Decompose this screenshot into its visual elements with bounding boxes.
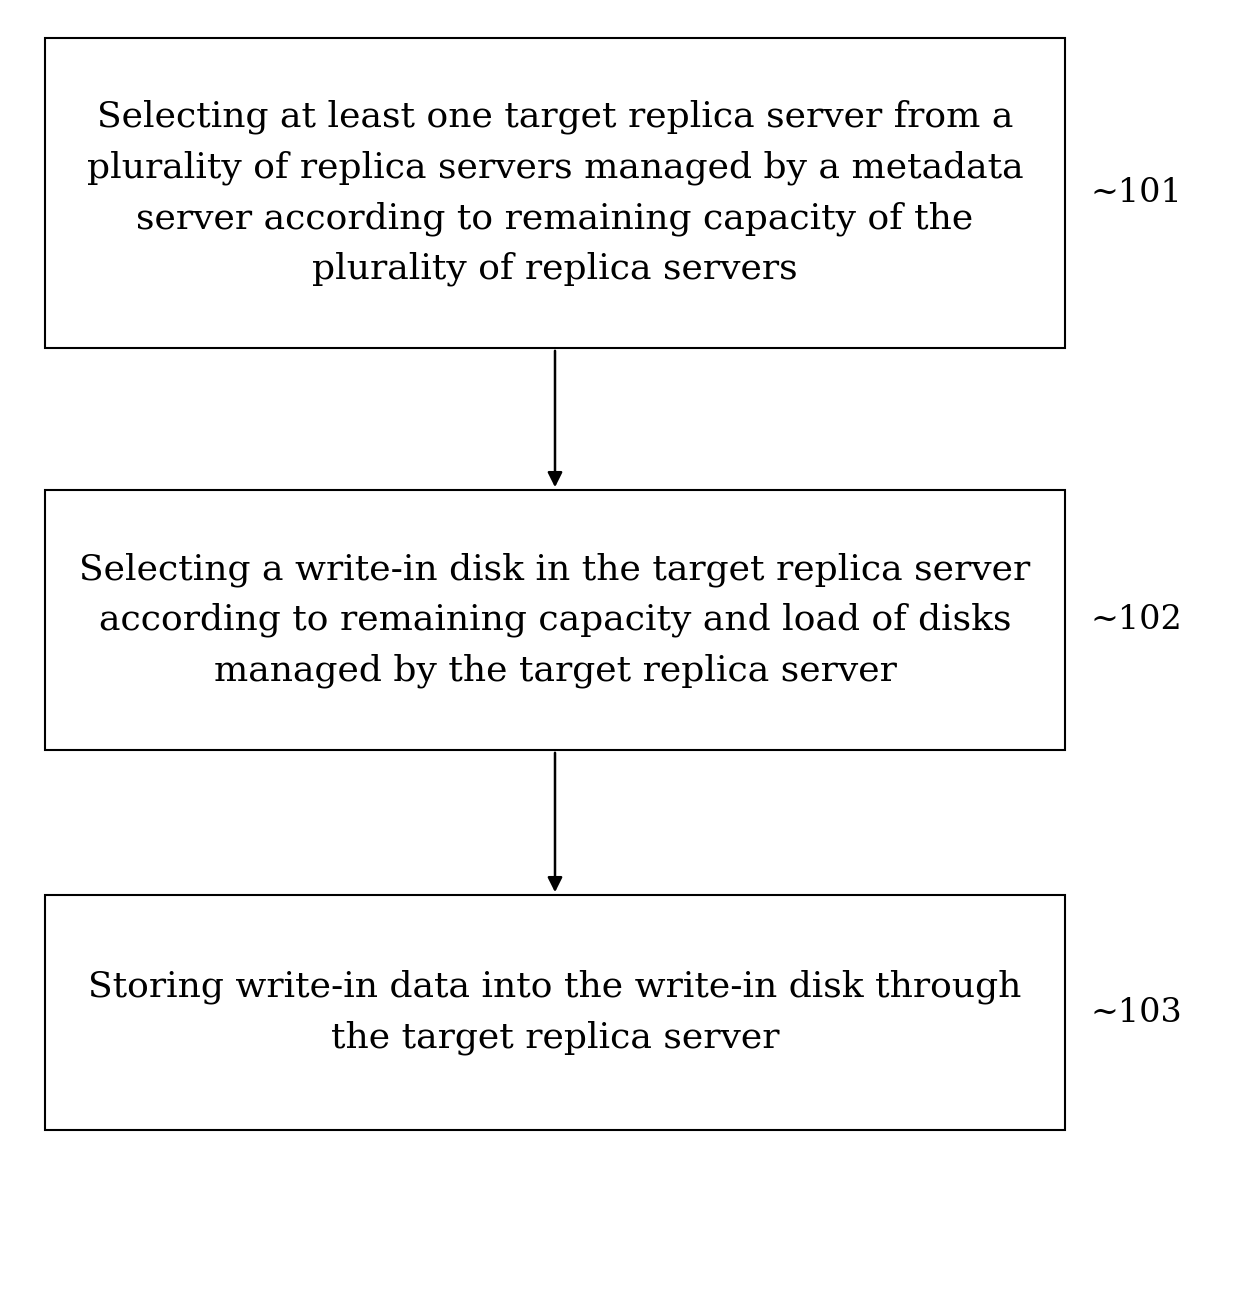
Text: ~101: ~101 xyxy=(1090,177,1182,209)
Bar xyxy=(45,38,1065,348)
Text: Selecting at least one target replica server from a
plurality of replica servers: Selecting at least one target replica se… xyxy=(87,99,1023,287)
Text: ~103: ~103 xyxy=(1090,997,1182,1029)
Text: Storing write-in data into the write-in disk through
the target replica server: Storing write-in data into the write-in … xyxy=(88,970,1022,1055)
Bar xyxy=(45,895,1065,1130)
Text: ~102: ~102 xyxy=(1090,603,1182,636)
Text: Selecting a write-in disk in the target replica server
according to remaining ca: Selecting a write-in disk in the target … xyxy=(79,552,1030,689)
Bar xyxy=(45,490,1065,750)
